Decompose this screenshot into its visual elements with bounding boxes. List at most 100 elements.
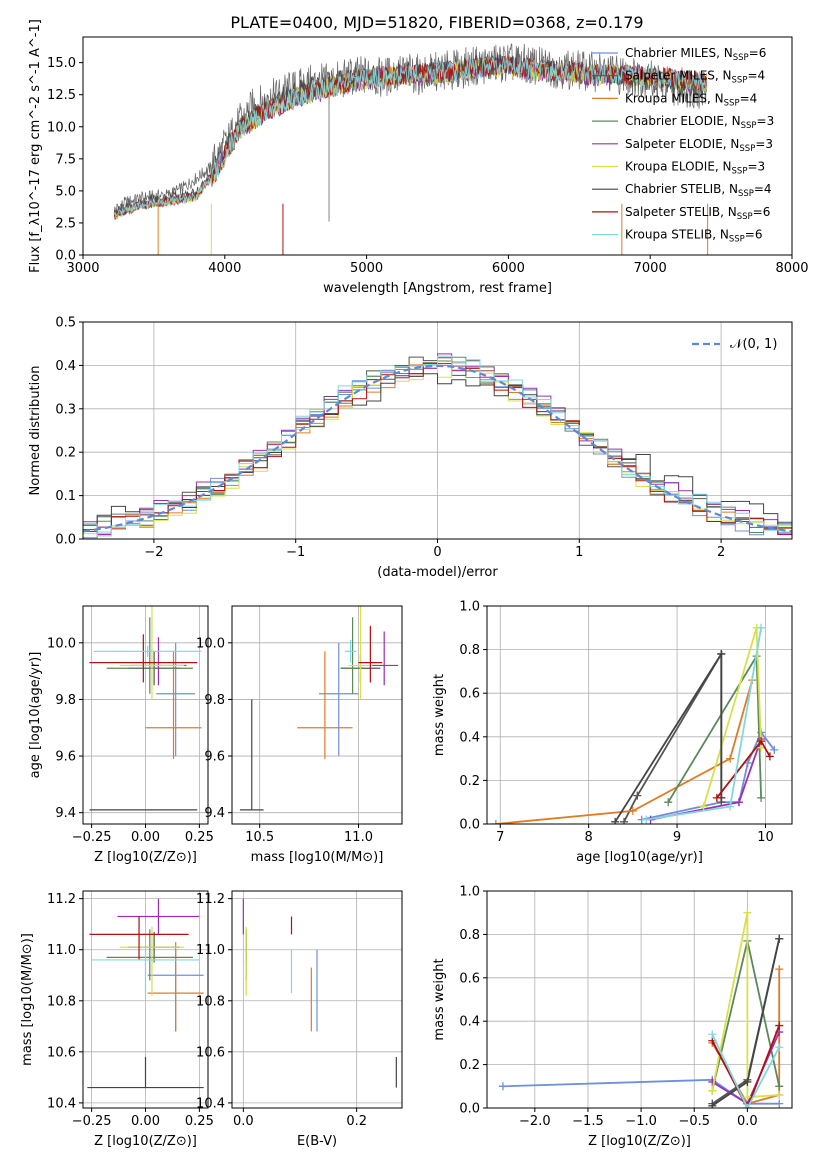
y-tick-label: 9.4 (204, 806, 225, 821)
y-axis-label: mass weight (432, 674, 447, 756)
errorbar-data (239, 606, 399, 811)
x-tick-label: 6000 (492, 261, 525, 276)
legend-label: Salpeter STELIB, NSSP=6 (625, 205, 770, 222)
plus-marker (743, 1104, 752, 1108)
axes-frame (231, 890, 403, 1109)
y-axis-label: mass [log10(M/M⊙)] (20, 933, 35, 1066)
y-tick-label: 0.2 (55, 446, 76, 461)
x-tick-label: 5000 (350, 261, 383, 276)
plus-marker (699, 802, 708, 811)
residual-panel: −2 −1 0 1 2 0.0 0.1 0.2 0.3 0.4 0.5 (data-model)/er… (28, 316, 793, 580)
histogram-step (83, 353, 792, 536)
y-tick-label: 9.6 (204, 750, 225, 765)
mass-weight-line (702, 627, 762, 807)
plus-marker (775, 1021, 784, 1030)
y-tick-label: 11.2 (47, 892, 76, 907)
y-tick-label: 9.4 (55, 806, 76, 821)
y-tick-label: 7.5 (55, 152, 76, 167)
x-tick-label: 2 (717, 545, 725, 560)
y-tick-label: 0.0 (55, 249, 76, 264)
x-tick-label: 0.0 (233, 1114, 254, 1129)
y-tick-label: 11.0 (47, 943, 76, 958)
x-tick-label: 11.0 (344, 830, 373, 845)
x-axis-label: Z [log10(Z/Z⊙)] (94, 850, 197, 865)
y-tick-label: 0.5 (55, 316, 76, 331)
x-tick-label: 10.5 (245, 830, 274, 845)
plus-marker (717, 649, 726, 658)
plus-marker (765, 752, 774, 761)
plus-marker (712, 793, 721, 802)
x-axis-label: Z [log10(Z/Z⊙)] (588, 1134, 691, 1149)
y-tick-label: 0.4 (459, 1015, 480, 1030)
y-tick-label: 15.0 (47, 56, 76, 71)
errorbar-data (87, 898, 204, 1089)
x-tick-label: 8000 (775, 261, 808, 276)
plus-marker (708, 1030, 717, 1039)
y-tick-label: 5.0 (55, 184, 76, 199)
plus-marker (757, 793, 766, 802)
y-tick-label: 9.8 (55, 693, 76, 708)
y-tick-label: 10.8 (47, 994, 76, 1009)
x-tick-label: 1 (575, 545, 583, 560)
x-tick-label: 9 (673, 830, 681, 845)
x-tick-label: −2.0 (519, 1114, 551, 1129)
y-tick-label: 0.8 (459, 928, 480, 943)
plus-marker (757, 623, 766, 632)
y-tick-label: 10.4 (47, 1096, 76, 1111)
plus-marker (775, 1090, 784, 1099)
axes-frame (486, 890, 793, 1109)
plus-marker (775, 934, 784, 943)
histogram-step (83, 355, 792, 533)
mass-weight-line (641, 730, 776, 821)
observed-spectrum (113, 43, 708, 215)
y-tick-label: 10.6 (196, 1045, 225, 1060)
errorbar-panel: −0.25 0.00 0.25 10.4 10.6 10.8 11.0 11.2 Z [log1… (20, 890, 214, 1149)
model-spectrum (113, 56, 707, 220)
y-tick-label: 1.0 (459, 885, 480, 900)
mass-weight-line (711, 1033, 780, 1108)
x-tick-label: 8 (585, 830, 593, 845)
plus-marker (726, 754, 735, 763)
errorbar-panel: −0.25 0.00 0.25 9.4 9.6 9.8 10.0 Z [log10(Z/Z⊙)… (28, 605, 214, 865)
plus-marker (734, 798, 743, 807)
x-tick-label: −2 (144, 545, 163, 560)
plus-marker (498, 1082, 507, 1091)
mass-weight-line (711, 1025, 781, 1108)
plus-marker (775, 1099, 784, 1108)
legend-label: Salpeter ELODIE, NSSP=3 (625, 137, 773, 154)
mass-weight-line (711, 912, 780, 1099)
plus-marker (642, 815, 651, 824)
plus-marker (743, 1077, 752, 1086)
x-tick-label: −1.5 (572, 1114, 604, 1129)
plus-marker (775, 1082, 784, 1091)
y-tick-label: 0.2 (459, 1058, 480, 1073)
legend-label: Kroupa ELODIE, NSSP=3 (625, 160, 765, 177)
y-tick-label: 0.0 (55, 533, 76, 548)
x-tick-label: 0.00 (131, 1114, 160, 1129)
normal-reference-curve (83, 364, 792, 533)
x-axis-label: Z [log10(Z/Z⊙)] (94, 1134, 197, 1149)
errorbar-panel: 0.0 0.2 10.4 10.6 10.8 11.0 11.2 E(B-V) (196, 890, 403, 1149)
plus-marker (757, 737, 766, 746)
chart-title: PLATE=0400, MJD=51820, FIBERID=0368, z=0… (230, 13, 643, 32)
axes-frame (231, 605, 403, 825)
plus-marker (664, 798, 673, 807)
legend-label: Chabrier STELIB, NSSP=4 (625, 182, 772, 199)
x-tick-label: 0.00 (131, 830, 160, 845)
x-tick-label: 0.25 (185, 1114, 214, 1129)
plus-marker (743, 908, 752, 917)
legend: Chabrier MILES, NSSP=6 Salpeter MILES, NS… (592, 46, 774, 245)
y-tick-label: 10.0 (196, 636, 225, 651)
plus-marker (611, 817, 620, 824)
x-tick-label: −0.25 (72, 1114, 112, 1129)
y-tick-label: 11.2 (196, 892, 225, 907)
errorbar-panel: 10.5 11.0 9.4 9.6 9.8 10.0 mass [log10(M/M⊙)] (196, 605, 403, 865)
x-tick-label: 7 (496, 830, 504, 845)
x-tick-label: 4000 (208, 261, 241, 276)
mass-weight-panel: 7 8 9 10 0.0 0.2 0.4 0.6 0.8 1.0 age [log10(age/yr… (432, 600, 793, 865)
y-tick-label: 12.5 (47, 88, 76, 103)
x-axis-label: E(B-V) (297, 1134, 337, 1149)
y-axis-label: Flux [f_λ10^-17 erg cm^-2 s^-1 A^-1] (28, 19, 43, 273)
y-tick-label: 10.0 (47, 120, 76, 135)
plus-marker (491, 820, 500, 824)
